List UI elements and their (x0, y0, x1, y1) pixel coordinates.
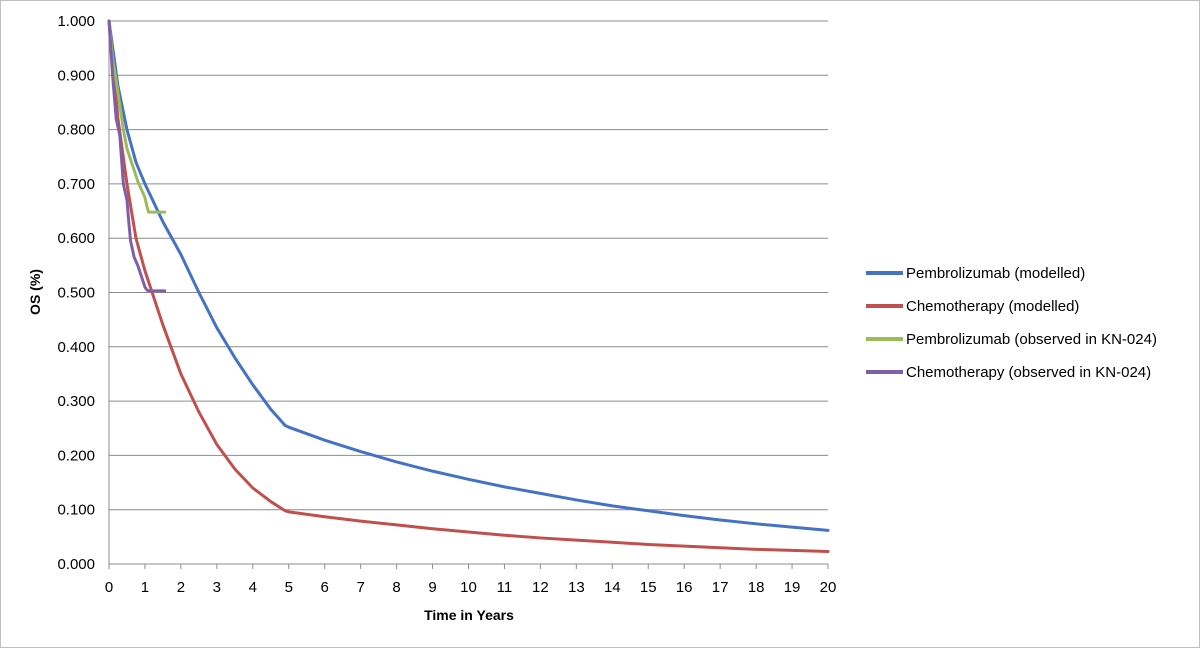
y-tick-label: 0.000 (57, 556, 95, 573)
x-tick-label: 7 (356, 579, 364, 596)
legend-label-3: Pembrolizumab (observed in KN-024) (906, 331, 1157, 348)
x-tick-label: 15 (640, 579, 657, 596)
y-tick-label: 0.600 (57, 230, 95, 247)
x-tick-label: 16 (676, 579, 693, 596)
y-tick-label: 0.900 (57, 67, 95, 84)
x-tick-label: 1 (141, 579, 149, 596)
x-tick-label: 8 (392, 579, 400, 596)
x-tick-label: 4 (249, 579, 257, 596)
x-tick-label: 18 (748, 579, 765, 596)
x-tick-label: 12 (532, 579, 549, 596)
x-tick-label: 9 (428, 579, 436, 596)
series-lines (107, 19, 830, 554)
y-tick-label: 0.100 (57, 502, 95, 519)
series-line-4 (107, 19, 167, 293)
y-tick-label: 1.000 (57, 13, 95, 30)
legend: Pembrolizumab (modelled) Chemotherapy (mo… (866, 265, 1157, 381)
x-tick-label: 20 (820, 579, 837, 596)
y-axis-title: OS (%) (27, 269, 43, 315)
x-axis-title: Time in Years (424, 607, 514, 623)
x-tick-label: 6 (321, 579, 329, 596)
x-tick-label: 11 (497, 579, 513, 596)
x-tick-label: 3 (213, 579, 221, 596)
y-tick-label: 0.800 (57, 122, 95, 139)
gridlines (109, 20, 828, 511)
x-tick-label: 19 (784, 579, 801, 596)
y-tick-label: 0.500 (57, 285, 95, 302)
legend-label-1: Pembrolizumab (modelled) (906, 265, 1085, 282)
series-line-2 (107, 19, 830, 554)
y-tick-label: 0.700 (57, 176, 95, 193)
x-tick-label: 13 (568, 579, 585, 596)
x-tick-label: 2 (177, 579, 185, 596)
x-tick-label: 0 (105, 579, 113, 596)
x-tick-label: 17 (712, 579, 729, 596)
y-tick-label: 0.400 (57, 339, 95, 356)
x-tick-label: 5 (285, 579, 293, 596)
axes: 0.000 0.100 0.200 0.300 0.400 0.500 0.600 0.700… (57, 13, 836, 596)
legend-label-4: Chemotherapy (observed in KN-024) (906, 364, 1151, 381)
x-tick-label: 14 (604, 579, 621, 596)
x-tick-label: 10 (460, 579, 477, 596)
y-tick-label: 0.200 (57, 447, 95, 464)
legend-label-2: Chemotherapy (modelled) (906, 298, 1079, 315)
series-line-3 (107, 19, 167, 214)
y-tick-label: 0.300 (57, 393, 95, 410)
series-line-1 (107, 19, 830, 532)
